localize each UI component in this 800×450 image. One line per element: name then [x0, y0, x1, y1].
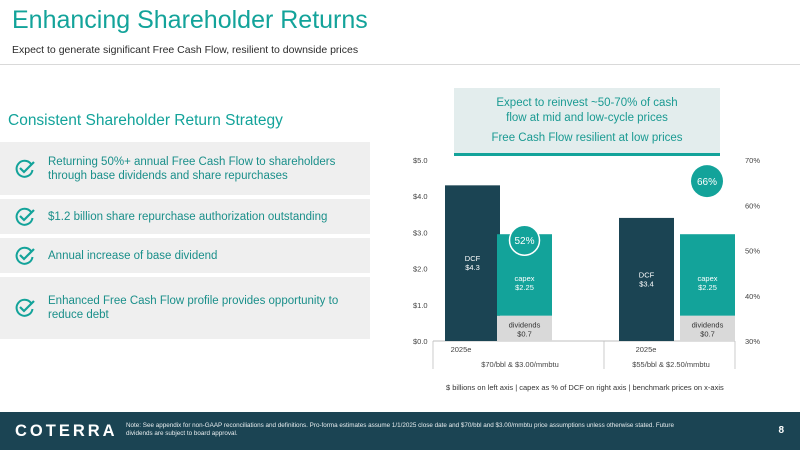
left-axis-tick: $5.0: [413, 156, 428, 165]
strategy-list: Returning 50%+ annual Free Cash Flow to …: [0, 142, 370, 343]
capex-bar-value: $2.25: [515, 283, 534, 292]
right-axis-tick: 30%: [745, 337, 760, 346]
chart-footnote: $ billions on left axis | capex as % of …: [446, 383, 724, 392]
dcf-bar: [619, 217, 674, 341]
callout-text: flow at mid and low-cycle prices: [506, 112, 668, 124]
check-circle-icon: [15, 246, 35, 265]
footer-note-line: dividends are subject to board approval.: [126, 430, 238, 437]
page-number: 8: [778, 425, 784, 436]
dividends-bar-value: $0.7: [700, 329, 715, 338]
check-circle-icon: [15, 207, 35, 226]
strategy-item-text: through base dividends and share repurch…: [48, 169, 288, 182]
strategy-item-text: Returning 50%+ annual Free Cash Flow to …: [48, 155, 336, 168]
x-category-label: 2025e: [451, 345, 472, 354]
x-price-label: $55/bbl & $2.50/mmbtu: [632, 360, 710, 369]
dcf-bar-label: DCF: [465, 254, 481, 263]
capex-pct-bubble: [508, 224, 541, 256]
capex-pct-label: 52%: [514, 236, 534, 247]
left-axis-tick: $2.0: [413, 265, 428, 274]
strategy-item-text: reduce debt: [48, 309, 109, 321]
x-price-label: $70/bbl & $3.00/mmbtu: [481, 360, 559, 369]
dcf-bar-value: $4.3: [465, 263, 480, 272]
strategy-title: Consistent Shareholder Return Strategy: [8, 112, 283, 129]
strategy-item-repurchase: $1.2 billion share repurchase authorizat…: [0, 199, 370, 238]
reinvest-callout: Expect to reinvest ~50-70% of cash flow …: [454, 88, 720, 156]
callout-text: Expect to reinvest ~50-70% of cash: [496, 97, 678, 109]
capex-pct-label: 66%: [697, 177, 717, 188]
left-axis-tick: $0.0: [413, 337, 428, 346]
strategy-item-debt: Enhanced Free Cash Flow profile provides…: [0, 277, 370, 343]
capex-bar: [680, 234, 735, 316]
footer-bar: COTERRA Note: See appendix for non-GAAP …: [0, 412, 800, 450]
left-axis-tick: $1.0: [413, 301, 428, 310]
check-circle-icon: [15, 298, 35, 317]
dividends-bar: [680, 315, 735, 341]
right-axis-tick: 40%: [745, 292, 760, 301]
strategy-item-text: Enhanced Free Cash Flow profile provides…: [48, 295, 339, 307]
strategy-item-text: $1.2 billion share repurchase authorizat…: [48, 210, 328, 223]
header-divider: [0, 64, 800, 65]
page-subtitle: Expect to generate significant Free Cash…: [12, 44, 359, 56]
left-axis-tick: $4.0: [413, 192, 428, 201]
check-circle-icon: [15, 159, 35, 178]
strategy-item-fcf: Returning 50%+ annual Free Cash Flow to …: [0, 142, 370, 199]
right-axis-tick: 60%: [745, 201, 760, 210]
capex-bar-value: $2.25: [698, 283, 717, 292]
capex-bar-label: capex: [514, 274, 534, 283]
page-title: Enhancing Shareholder Returns: [12, 6, 368, 34]
strategy-item-dividend: Annual increase of base dividend: [0, 238, 370, 277]
dividends-bar-label: dividends: [692, 320, 724, 329]
right-axis-tick: 70%: [745, 156, 760, 165]
dividends-bar: [497, 315, 552, 341]
footer-note: Note: See appendix for non-GAAP reconcil…: [126, 422, 736, 438]
right-axis-tick: 50%: [745, 247, 760, 256]
dcf-bar: [445, 185, 500, 341]
callout-text: Free Cash Flow resilient at low prices: [491, 132, 683, 144]
dcf-bar-label: DCF: [639, 270, 655, 279]
capex-pct-bubble: [691, 165, 723, 198]
coterra-logo: COTERRA: [15, 422, 118, 440]
capex-bar-label: capex: [697, 274, 717, 283]
dividends-bar-label: dividends: [509, 320, 541, 329]
footer-note-line: Note: See appendix for non-GAAP reconcil…: [126, 422, 675, 429]
x-category-label: 2025e: [636, 345, 657, 354]
strategy-item-text: Annual increase of base dividend: [48, 249, 218, 262]
dcf-bar-value: $3.4: [639, 279, 654, 288]
left-axis-tick: $3.0: [413, 228, 428, 237]
dividends-bar-value: $0.7: [517, 329, 532, 338]
